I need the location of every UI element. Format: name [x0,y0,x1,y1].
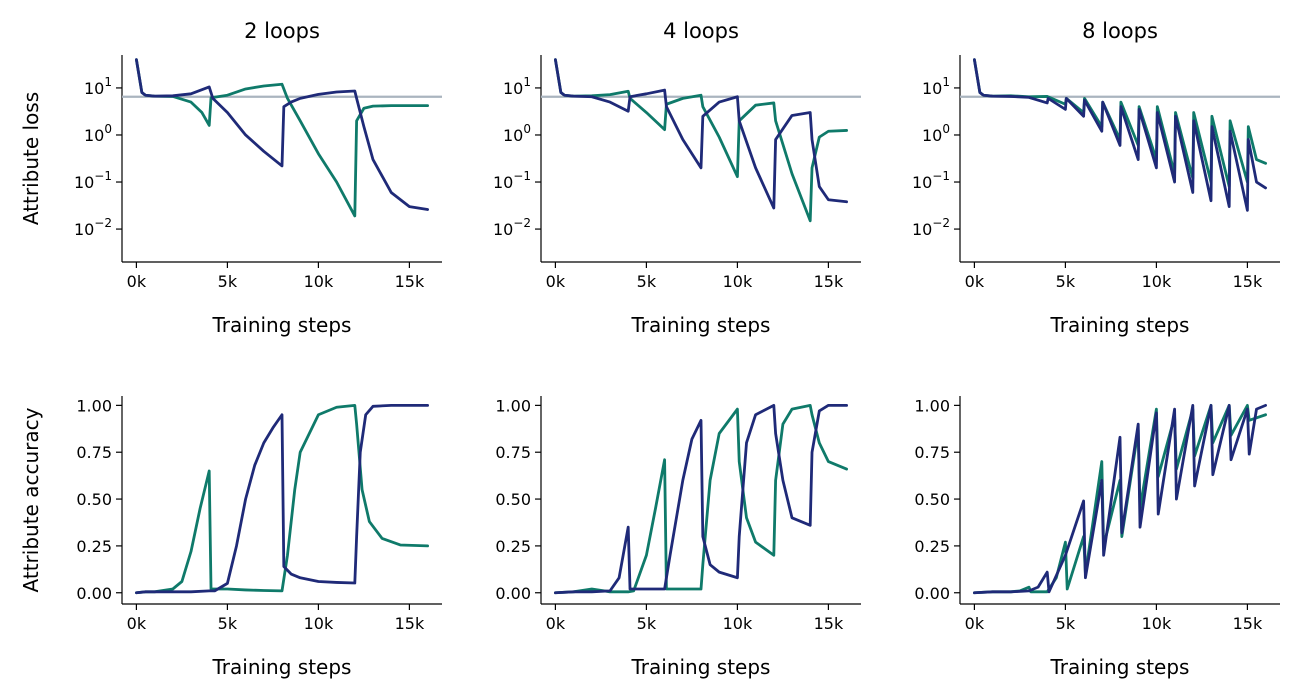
x-tick-label: 5k [218,272,238,291]
x-axis-label: Training steps [212,655,352,679]
x-tick-label: 15k [395,614,425,633]
x-tick-label: 0k [127,614,147,633]
loss-panel-1: 0k 5k 10k 15k Training steps 101 100 10−1 10−2 At… [19,55,442,337]
accuracy-panel-3: 0k 5k 10k 15k Training steps 0.00 0.25 0.50 0.75… [914,396,1280,679]
y-tick-label: 100 [503,122,531,145]
panel-title-2: 4 loops [663,19,739,43]
x-axis-label: Training steps [212,313,352,337]
y-tick-label: 0.50 [76,490,112,509]
x-axis-label: Training steps [1050,313,1190,337]
x-tick-label: 5k [1056,614,1076,633]
x-tick-label: 10k [304,614,334,633]
x-tick-label: 10k [723,272,753,291]
y-tick-label: 10−2 [912,216,950,239]
x-tick-label: 10k [723,614,753,633]
series-line-navy [135,58,429,211]
x-tick-label: 15k [1233,614,1263,633]
accuracy-panel-2: 0k 5k 10k 15k Training steps 0.00 0.25 0.50 0.75… [495,396,861,679]
series-line-navy [554,58,848,210]
y-tick-label: 10−1 [74,169,112,192]
x-tick-label: 0k [965,614,985,633]
x-tick-label: 15k [395,272,425,291]
y-axis-label-loss: Attribute loss [19,92,43,225]
y-tick-label: 0.75 [914,443,950,462]
y-tick-label: 0.50 [914,490,950,509]
x-tick-label: 0k [127,272,147,291]
x-tick-label: 0k [546,614,566,633]
loss-panel-3: 0k 5k 10k 15k Training steps 101 100 10−1 10−2 [912,55,1280,337]
y-tick-label: 0.00 [76,584,112,603]
y-tick-label: 101 [84,75,112,98]
series-line-navy [973,403,1267,595]
y-tick-label: 101 [922,75,950,98]
y-tick-label: 0.25 [76,537,112,556]
series-line-navy [554,403,848,595]
y-tick-label: 10−1 [912,169,950,192]
y-tick-label: 1.00 [495,396,531,415]
y-tick-label: 0.50 [495,490,531,509]
y-tick-label: 1.00 [76,396,112,415]
x-tick-label: 10k [304,272,334,291]
series-line-navy [973,58,1267,212]
x-axis-label: Training steps [1050,655,1190,679]
y-tick-label: 10−2 [493,216,531,239]
x-axis-label: Training steps [631,313,771,337]
accuracy-panel-1: 0k 5k 10k 15k Training steps 0.00 0.25 0.50 0.75… [19,396,442,679]
x-tick-label: 15k [814,272,844,291]
x-tick-label: 0k [965,272,985,291]
x-axis-label: Training steps [631,655,771,679]
x-tick-label: 15k [1233,272,1263,291]
y-tick-label: 100 [84,122,112,145]
series-line-navy [135,403,429,595]
series-line-green [554,58,848,223]
y-tick-label: 0.25 [914,537,950,556]
y-tick-label: 0.25 [495,537,531,556]
x-tick-label: 5k [1056,272,1076,291]
y-axis-label-accuracy: Attribute accuracy [19,407,43,592]
x-tick-label: 10k [1142,272,1172,291]
panel-title-1: 2 loops [244,19,320,43]
y-tick-label: 101 [503,75,531,98]
x-tick-label: 5k [218,614,238,633]
y-tick-label: 0.75 [495,443,531,462]
y-tick-label: 0.75 [76,443,112,462]
series-line-green [554,403,848,595]
y-tick-label: 0.00 [914,584,950,603]
y-tick-label: 10−2 [74,216,112,239]
y-tick-label: 1.00 [914,396,950,415]
x-tick-label: 5k [637,614,657,633]
y-tick-label: 10−1 [493,169,531,192]
panel-title-3: 8 loops [1082,19,1158,43]
x-tick-label: 5k [637,272,657,291]
x-tick-label: 10k [1142,614,1172,633]
series-line-green [135,403,429,595]
x-tick-label: 0k [546,272,566,291]
y-tick-label: 100 [922,122,950,145]
x-tick-label: 15k [814,614,844,633]
y-tick-label: 0.00 [495,584,531,603]
loss-panel-2: 0k 5k 10k 15k Training steps 101 100 10−1 10−2 [493,55,861,337]
